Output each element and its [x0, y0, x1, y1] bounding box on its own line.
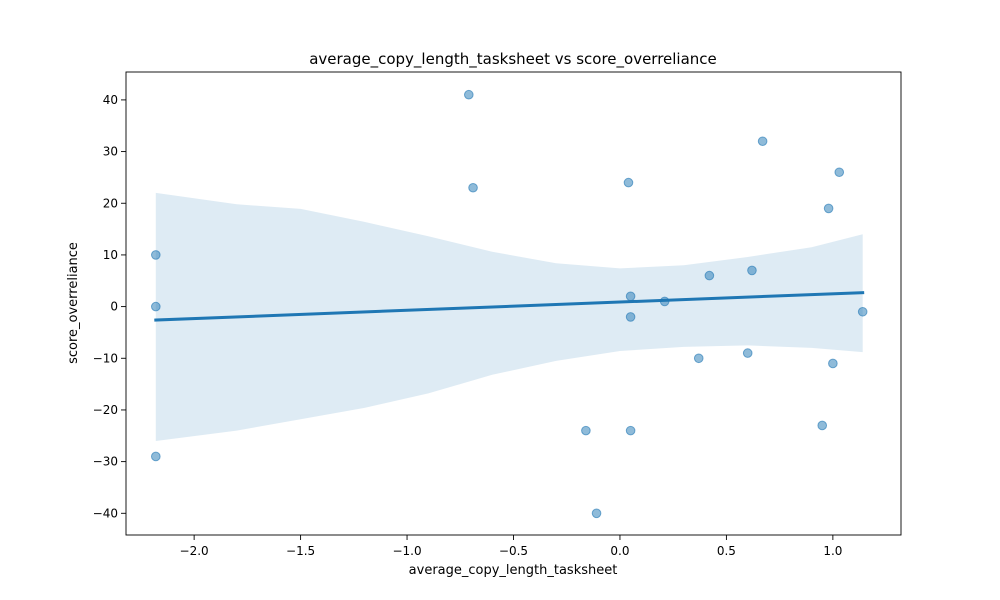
x-tick-label: −1.0 — [392, 544, 421, 558]
x-tick-label: 0.5 — [717, 544, 736, 558]
x-tick-label: −0.5 — [499, 544, 528, 558]
scatter-point — [693, 353, 704, 364]
y-tick-label: −10 — [93, 351, 118, 365]
scatter-point — [834, 167, 845, 178]
y-axis-ticks: −40 −30 −20 −10 0 10 20 30 40 — [93, 93, 126, 520]
confidence-band — [155, 192, 863, 441]
scatter-point — [468, 182, 478, 193]
scatter-point — [747, 265, 757, 276]
x-tick-label: 1.0 — [823, 544, 842, 558]
x-tick-label: −1.5 — [286, 544, 315, 558]
chart-title: average_copy_length_tasksheet vs score_o… — [309, 50, 717, 69]
scatter-point — [625, 291, 636, 302]
y-tick-label: 20 — [103, 196, 118, 210]
scatter-point — [625, 425, 636, 436]
y-axis-label: score_overreliance — [66, 242, 81, 364]
y-tick-label: 30 — [103, 145, 118, 159]
scatter-point — [151, 250, 161, 260]
scatter-point — [625, 312, 636, 322]
y-tick-label: 40 — [103, 93, 118, 107]
x-axis-ticks: −2.0 −1.5 −1.0 −0.5 0.0 0.5 1.0 — [180, 535, 842, 558]
scatter-point — [704, 270, 715, 281]
x-tick-label: −2.0 — [180, 544, 209, 558]
plot-area — [151, 89, 868, 519]
x-axis-label: average_copy_length_tasksheet — [409, 563, 618, 578]
scatter-point — [828, 358, 838, 369]
scatter-point — [623, 177, 634, 188]
y-tick-label: −20 — [93, 403, 118, 417]
scatter-point — [581, 425, 591, 436]
scatter-point — [742, 348, 753, 358]
scatter-point — [659, 296, 670, 307]
y-tick-label: 10 — [103, 248, 118, 262]
y-tick-label: −40 — [93, 506, 118, 520]
x-tick-label: 0.0 — [610, 544, 629, 558]
regression-line — [154, 291, 865, 322]
scatter-point — [817, 420, 828, 431]
scatter-point — [463, 89, 474, 100]
scatter-point — [151, 451, 161, 462]
scatter-point — [857, 306, 868, 317]
scatter-point — [591, 508, 602, 519]
scatter-point — [757, 136, 768, 147]
scatter-point — [151, 301, 161, 312]
y-tick-label: −30 — [93, 455, 118, 469]
y-tick-label: 0 — [110, 300, 118, 314]
scatter-point — [823, 203, 834, 214]
